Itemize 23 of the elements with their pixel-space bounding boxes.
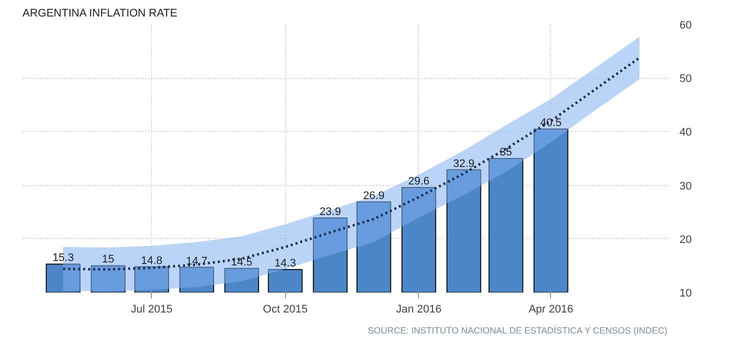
data-label: 26.9 xyxy=(363,190,385,202)
data-label: 23.9 xyxy=(320,206,341,218)
data-label: 14.3 xyxy=(274,257,296,270)
x-tick-label: Apr 2016 xyxy=(528,304,574,316)
data-label: 15 xyxy=(102,254,114,266)
y-tick-label: 20 xyxy=(680,234,692,246)
data-label: 15.3 xyxy=(52,252,74,264)
y-tick-label: 10 xyxy=(680,288,692,300)
source-note: SOURCE: INSTITUTO NACIONAL DE ESTADÍSTICA Y CENSOS (INDEC) xyxy=(368,326,668,336)
data-label: 32.9 xyxy=(453,158,475,170)
x-tick-label: Oct 2015 xyxy=(262,304,308,316)
x-tick-label: Jul 2015 xyxy=(130,304,172,316)
y-tick-label: 50 xyxy=(680,73,692,86)
chart-title: ARGENTINA INFLATION RATE xyxy=(22,8,178,20)
data-label: 14.8 xyxy=(140,254,162,267)
data-label: 35 xyxy=(500,146,512,158)
y-tick-label: 60 xyxy=(680,20,692,32)
x-tick-label: Jan 2016 xyxy=(396,304,442,316)
y-tick-label: 30 xyxy=(680,180,692,192)
data-label: 29.6 xyxy=(408,175,430,188)
data-label: 14.7 xyxy=(186,255,208,268)
y-tick-label: 40 xyxy=(680,126,692,139)
data-label: 14.5 xyxy=(231,256,252,268)
